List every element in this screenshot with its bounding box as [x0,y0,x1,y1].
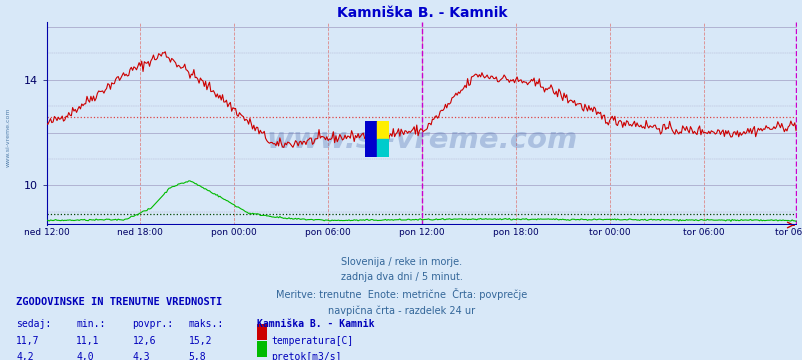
Text: povpr.:: povpr.: [132,319,173,329]
Text: 4,3: 4,3 [132,352,150,360]
Bar [365,121,377,157]
Text: www.si-vreme.com: www.si-vreme.com [266,126,577,154]
Text: 4,0: 4,0 [76,352,94,360]
Text: tor 06:00: tor 06:00 [774,228,802,237]
Text: tor 06:00: tor 06:00 [682,228,723,237]
Text: pon 18:00: pon 18:00 [492,228,538,237]
Text: Kamniška B. - Kamnik: Kamniška B. - Kamnik [257,319,374,329]
Text: maks.:: maks.: [188,319,224,329]
Text: pretok[m3/s]: pretok[m3/s] [271,352,342,360]
Text: pon 06:00: pon 06:00 [305,228,350,237]
Text: min.:: min.: [76,319,106,329]
Text: pon 00:00: pon 00:00 [211,228,257,237]
Bar [377,121,389,139]
Text: ZGODOVINSKE IN TRENUTNE VREDNOSTI: ZGODOVINSKE IN TRENUTNE VREDNOSTI [16,297,222,307]
Text: sedaj:: sedaj: [16,319,51,329]
Text: Slovenija / reke in morje.
zadnja dva dni / 5 minut.
Meritve: trenutne  Enote: m: Slovenija / reke in morje. zadnja dva dn… [276,257,526,316]
Text: ned 18:00: ned 18:00 [117,228,163,237]
Text: pon 12:00: pon 12:00 [399,228,444,237]
Text: www.si-vreme.com: www.si-vreme.com [6,107,10,167]
Text: 12,6: 12,6 [132,336,156,346]
Text: temperatura[C]: temperatura[C] [271,336,353,346]
Text: 4,2: 4,2 [16,352,34,360]
Text: 15,2: 15,2 [188,336,212,346]
Text: 11,1: 11,1 [76,336,99,346]
Bar [377,139,389,157]
Text: ned 12:00: ned 12:00 [24,228,69,237]
Text: 5,8: 5,8 [188,352,206,360]
Text: 11,7: 11,7 [16,336,39,346]
Text: tor 00:00: tor 00:00 [588,228,630,237]
Title: Kamniška B. - Kamnik: Kamniška B. - Kamnik [336,6,507,21]
